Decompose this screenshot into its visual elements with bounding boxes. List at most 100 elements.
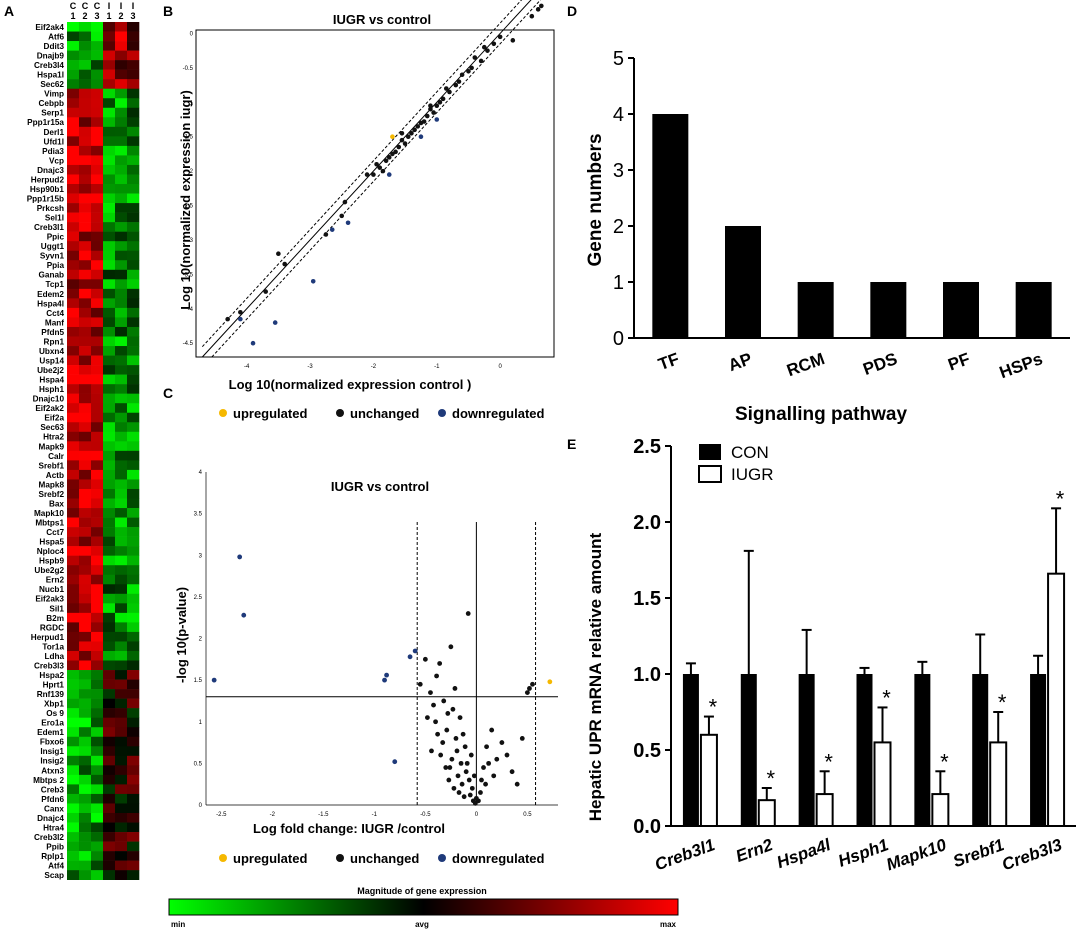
heatmap-cell xyxy=(115,193,128,204)
heatmap-cell xyxy=(67,145,80,156)
legend-marker-unchanged xyxy=(336,854,344,862)
heatmap-cell xyxy=(91,193,104,204)
heatmap-cell xyxy=(127,812,140,823)
heatmap-cell xyxy=(67,403,80,414)
heatmap-cell xyxy=(127,593,140,604)
x-tick-label: TF xyxy=(656,349,682,374)
heatmap-cell xyxy=(103,670,116,680)
heatmap-cell xyxy=(79,793,92,804)
heatmap-cell xyxy=(67,660,80,671)
heatmap-cell xyxy=(127,412,140,423)
heatmap-cell xyxy=(103,498,116,509)
heatmap-cell xyxy=(67,832,80,842)
legend-label-up: upregulated xyxy=(233,406,307,421)
heatmap-gene-label: Nucb1 xyxy=(39,585,64,594)
heatmap-gene-label: Ube2j2 xyxy=(37,366,64,375)
heatmap-cell xyxy=(79,117,92,128)
heatmap-cell xyxy=(79,269,92,280)
heatmap-cell xyxy=(91,288,104,299)
heatmap-cell xyxy=(67,441,80,452)
heatmap-cell xyxy=(79,41,92,51)
heatmap-cell xyxy=(91,546,104,556)
data-point xyxy=(547,679,553,685)
heatmap-cell xyxy=(115,441,128,452)
data-point xyxy=(486,760,492,766)
data-point xyxy=(491,773,497,779)
panel-e-bar-chart: Hepatic UPR mRNA relative amount CON IUG… xyxy=(586,436,1076,874)
heatmap-cell xyxy=(115,660,128,671)
data-point xyxy=(339,213,345,219)
heatmap-cell xyxy=(91,822,104,833)
heatmap-cell xyxy=(115,498,128,509)
heatmap-cell xyxy=(127,555,140,566)
heatmap-gene-label: Scap xyxy=(44,871,64,880)
data-point xyxy=(377,165,383,170)
heatmap-cell xyxy=(103,517,116,528)
data-point xyxy=(399,137,405,143)
heatmap-cell xyxy=(91,117,104,128)
heatmap-gene-label: Actb xyxy=(46,471,64,480)
data-point xyxy=(483,781,488,787)
data-point xyxy=(428,103,433,109)
data-point xyxy=(481,765,486,770)
y-tick-label: 3 xyxy=(199,553,203,559)
heatmap-cell xyxy=(103,250,116,261)
heatmap-cell xyxy=(91,222,104,232)
heatmap-cell xyxy=(79,603,92,614)
heatmap-cell xyxy=(115,422,128,433)
heatmap-gene-label: Hsph1 xyxy=(39,385,64,394)
heatmap-cell xyxy=(67,488,80,499)
data-point xyxy=(535,7,541,12)
heatmap-cell xyxy=(127,765,140,776)
significance-star: * xyxy=(940,749,949,774)
heatmap-gene-label: Cct7 xyxy=(46,528,64,537)
heatmap-gene-label: Srebf1 xyxy=(39,461,65,470)
heatmap-cell xyxy=(127,603,140,614)
heatmap-cell xyxy=(79,260,92,271)
heatmap-cell xyxy=(103,660,116,671)
data-point xyxy=(409,130,414,136)
heatmap-cell xyxy=(127,441,140,452)
heatmap-cell xyxy=(103,288,116,299)
y-tick-label: 5 xyxy=(613,48,624,70)
heatmap-cell xyxy=(91,307,104,318)
heatmap-cell xyxy=(79,98,92,109)
data-point xyxy=(434,117,440,122)
data-point xyxy=(472,55,478,60)
heatmap-cell xyxy=(103,346,116,356)
heatmap-cell xyxy=(91,212,104,223)
heatmap-cell xyxy=(67,50,80,61)
y-tick-label: -4.5 xyxy=(183,341,194,347)
heatmap-cell xyxy=(91,317,104,328)
heatmap-gene-label: Xbp1 xyxy=(44,700,64,709)
x-tick-label: Mapk10 xyxy=(884,835,950,874)
data-point xyxy=(435,731,441,737)
panel-e-ylabel: Hepatic UPR mRNA relative amount xyxy=(586,532,605,821)
heatmap-cell xyxy=(67,574,80,585)
heatmap-cell xyxy=(67,774,80,785)
heatmap-column-letter: I xyxy=(120,1,123,11)
heatmap-cell xyxy=(127,184,140,194)
heatmap-cell xyxy=(67,22,80,32)
data-point xyxy=(519,736,525,741)
data-point xyxy=(485,48,490,53)
panel-c-volcano: IUGR vs control Log fold change: IUGR /c… xyxy=(174,470,558,836)
y-tick-label: 1.0 xyxy=(633,664,661,686)
heatmap-cell xyxy=(127,527,140,537)
heatmap-cell xyxy=(103,422,116,433)
heatmap-gene-label: Atf6 xyxy=(48,32,64,41)
heatmap-cell xyxy=(115,431,128,442)
data-point xyxy=(429,748,434,754)
heatmap-cell xyxy=(79,546,92,556)
heatmap-cell xyxy=(79,79,92,90)
data-point xyxy=(441,698,447,704)
panel-b-xlabel: Log 10(normalized expression control ) xyxy=(229,377,472,392)
heatmap-cell xyxy=(115,517,128,528)
y-tick-label: -2 xyxy=(188,169,194,175)
data-point xyxy=(431,110,436,115)
x-tick-label: -3 xyxy=(307,364,313,370)
data-point xyxy=(263,289,268,294)
heatmap-cell xyxy=(91,679,104,690)
data-point xyxy=(464,760,470,766)
heatmap-cell xyxy=(127,69,140,80)
